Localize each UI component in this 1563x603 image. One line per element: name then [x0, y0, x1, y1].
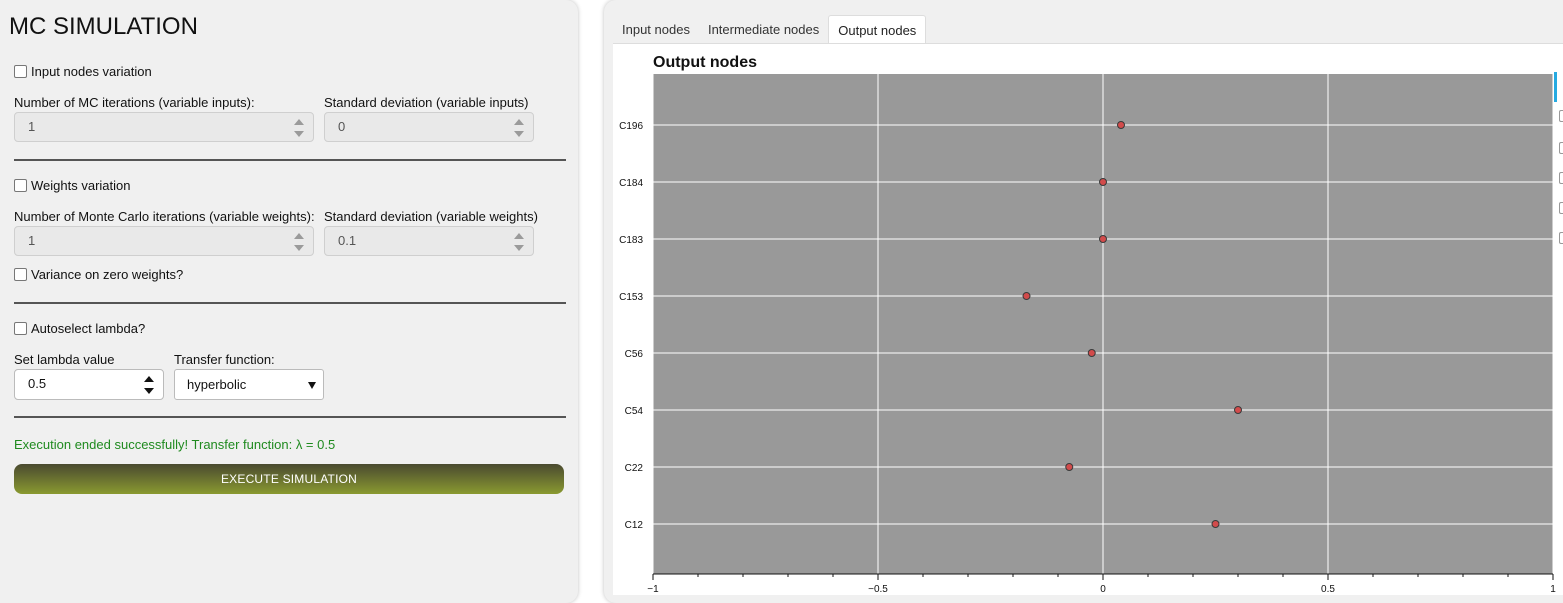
results-tabs: Input nodes Intermediate nodes Output no…: [613, 15, 927, 44]
input-iterations-value: 1: [28, 119, 36, 134]
y-tick-label: C54: [625, 406, 644, 417]
input-stddev-label: Standard deviation (variable inputs): [324, 95, 529, 110]
lasso-icon[interactable]: [1559, 202, 1563, 214]
tab-intermediate-nodes[interactable]: Intermediate nodes: [707, 22, 820, 37]
autoselect-lambda-label: Autoselect lambda?: [31, 321, 146, 336]
stepper-arrows-icon[interactable]: [514, 119, 524, 137]
stepper-arrows-icon[interactable]: [294, 233, 304, 251]
mc-simulation-panel: MC SIMULATION Input nodes variation Numb…: [0, 0, 578, 603]
x-tick-label: −0.5: [868, 584, 888, 595]
input-stddev-field[interactable]: 0: [324, 112, 534, 142]
x-tick-label: 0.5: [1321, 584, 1335, 595]
input-variation-checkbox[interactable]: [14, 65, 27, 78]
x-tick-label: −1: [647, 584, 659, 595]
select-icon[interactable]: [1559, 110, 1563, 122]
y-tick-label: C196: [619, 121, 643, 132]
reset-icon[interactable]: [1559, 232, 1563, 244]
panel-title: MC SIMULATION: [9, 13, 198, 40]
data-point-c196[interactable]: [1117, 121, 1125, 129]
autoselect-lambda-toggle[interactable]: Autoselect lambda?: [14, 321, 145, 336]
weights-stddev-value: 0.1: [338, 233, 357, 248]
input-stddev-value: 0: [338, 119, 346, 134]
autoselect-lambda-checkbox[interactable]: [14, 322, 27, 335]
weights-variation-label: Weights variation: [31, 178, 131, 193]
data-point-c12[interactable]: [1211, 520, 1220, 528]
transfer-function-value: hyperbolic: [187, 377, 247, 392]
results-panel: Input nodes Intermediate nodes Output no…: [604, 0, 1563, 603]
execute-simulation-button[interactable]: EXECUTE SIMULATION: [14, 464, 564, 494]
lambda-value-field[interactable]: 0.5: [14, 369, 164, 400]
grid-lines: [652, 74, 1554, 574]
data-point-c183[interactable]: [1099, 235, 1107, 243]
y-tick-label: C184: [619, 178, 643, 189]
x-axis: −1 −0.5 0 0.5 1: [647, 573, 1556, 595]
stepper-arrows-icon[interactable]: [514, 233, 524, 251]
y-tick-label: C56: [625, 349, 644, 360]
status-message: Execution ended successfully! Transfer f…: [14, 437, 336, 452]
zero-weights-label: Variance on zero weights?: [31, 267, 184, 282]
data-points: [1022, 121, 1242, 528]
stepper-arrows-icon[interactable]: [294, 119, 304, 137]
y-tick-label: C153: [619, 292, 643, 303]
y-tick-label: C22: [625, 463, 644, 474]
zoom-icon[interactable]: [1559, 142, 1563, 154]
y-tick-label: C12: [625, 520, 644, 531]
zero-weights-checkbox[interactable]: [14, 268, 27, 281]
weights-variation-checkbox[interactable]: [14, 179, 27, 192]
data-point-c54[interactable]: [1234, 406, 1242, 414]
divider: [14, 159, 566, 161]
y-tick-label: C183: [619, 235, 643, 246]
input-iterations-field[interactable]: 1: [14, 112, 314, 142]
transfer-function-label: Transfer function:: [174, 352, 275, 367]
dropdown-caret-icon: [308, 382, 316, 389]
output-nodes-content: Output nodes −1 −0.5 0 0.5 1 C196 C184 C183 C15…: [613, 43, 1563, 595]
chart-toolbar: [1554, 72, 1563, 252]
weights-iterations-label: Number of Monte Carlo iterations (variab…: [14, 209, 315, 224]
chart-title: Output nodes: [653, 54, 757, 71]
tab-output-nodes[interactable]: Output nodes: [828, 15, 927, 44]
data-point-c56[interactable]: [1087, 349, 1096, 357]
transfer-function-select[interactable]: hyperbolic: [174, 369, 324, 400]
weights-stddev-field[interactable]: 0.1: [324, 226, 534, 256]
data-point-c22[interactable]: [1065, 463, 1074, 471]
toolbar-active-indicator: [1554, 72, 1557, 102]
output-nodes-chart[interactable]: Output nodes −1 −0.5 0 0.5 1 C196 C184 C183 C15…: [613, 44, 1563, 595]
data-point-c184[interactable]: [1099, 178, 1107, 186]
lambda-value: 0.5: [28, 376, 47, 391]
stepper-arrows-icon[interactable]: [144, 376, 154, 394]
weights-variation-toggle[interactable]: Weights variation: [14, 178, 130, 193]
pan-icon[interactable]: [1559, 172, 1563, 184]
weights-iterations-value: 1: [28, 233, 36, 248]
input-iterations-label: Number of MC iterations (variable inputs…: [14, 95, 255, 110]
weights-iterations-field[interactable]: 1: [14, 226, 314, 256]
tab-input-nodes[interactable]: Input nodes: [622, 22, 690, 37]
divider: [14, 302, 566, 304]
input-variation-label: Input nodes variation: [31, 64, 152, 79]
x-tick-label: 1: [1550, 584, 1556, 595]
lambda-value-label: Set lambda value: [14, 352, 115, 367]
data-point-c153[interactable]: [1022, 292, 1031, 300]
y-axis-labels: C196 C184 C183 C153 C56 C54 C22 C12: [619, 121, 643, 531]
zero-weights-toggle[interactable]: Variance on zero weights?: [14, 267, 183, 282]
weights-stddev-label: Standard deviation (variable weights): [324, 209, 538, 224]
divider: [14, 416, 566, 418]
input-variation-toggle[interactable]: Input nodes variation: [14, 64, 152, 79]
x-tick-label: 0: [1100, 584, 1106, 595]
